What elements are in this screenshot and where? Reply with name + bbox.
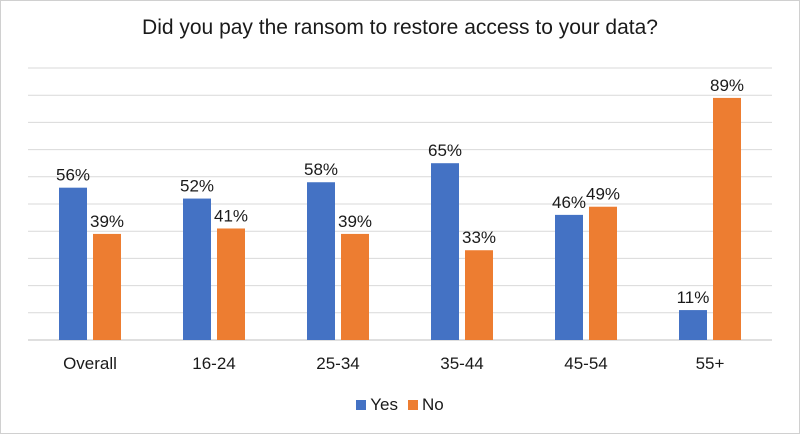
data-label-no-overall: 39% [90,212,124,231]
bar-yes-35-44 [431,163,459,340]
bar-yes-25-34 [307,182,335,340]
data-label-yes-35-44: 65% [428,141,462,160]
data-label-yes-overall: 56% [56,166,90,185]
bar-yes-overall [59,187,87,340]
category-label-35-44: 35-44 [440,354,483,373]
bar-yes-45-54 [555,214,583,340]
legend-label-yes: Yes [370,395,398,414]
legend-item-yes: Yes [356,395,398,415]
data-label-no-16-24: 41% [214,206,248,225]
bar-no-16-24 [217,228,245,340]
gridlines [28,67,772,341]
data-label-no-35-44: 33% [462,228,496,247]
legend: Yes No [0,395,800,415]
data-label-no-45-54: 49% [586,185,620,204]
bar-no-25-34 [341,233,369,340]
data-label-yes-45-54: 46% [552,193,586,212]
category-label-25-34: 25-34 [316,354,359,373]
category-label-45-54: 45-54 [564,354,607,373]
legend-swatch-no [408,400,418,410]
data-label-yes-25-34: 58% [304,160,338,179]
bar-yes-55+ [679,310,707,340]
bar-no-55+ [713,97,741,340]
data-label-no-55+: 89% [710,76,744,95]
data-labels: 56% 39% 52%41% 58% 39% 65% 33% 46% 49% 11% 89% [56,76,744,307]
category-label-55+: 55+ [696,354,725,373]
category-label-overall: Overall [63,354,117,373]
bar-yes-16-24 [183,198,211,340]
legend-label-no: No [422,395,444,414]
data-label-yes-55+: 11% [677,288,710,307]
bar-no-35-44 [465,250,493,340]
bar-no-45-54 [589,206,617,340]
data-label-no-25-34: 39% [338,212,372,231]
legend-swatch-yes [356,400,367,410]
category-labels: Overall 16-24 25-34 35-44 45-54 55+ [63,354,724,373]
data-label-yes-16-24: 52% [180,177,214,196]
legend-item-no: No [408,395,444,415]
category-label-16-24: 16-24 [192,354,235,373]
chart-title: Did you pay the ransom to restore access… [142,16,658,39]
bars [59,97,741,340]
bar-no-overall [93,233,121,340]
